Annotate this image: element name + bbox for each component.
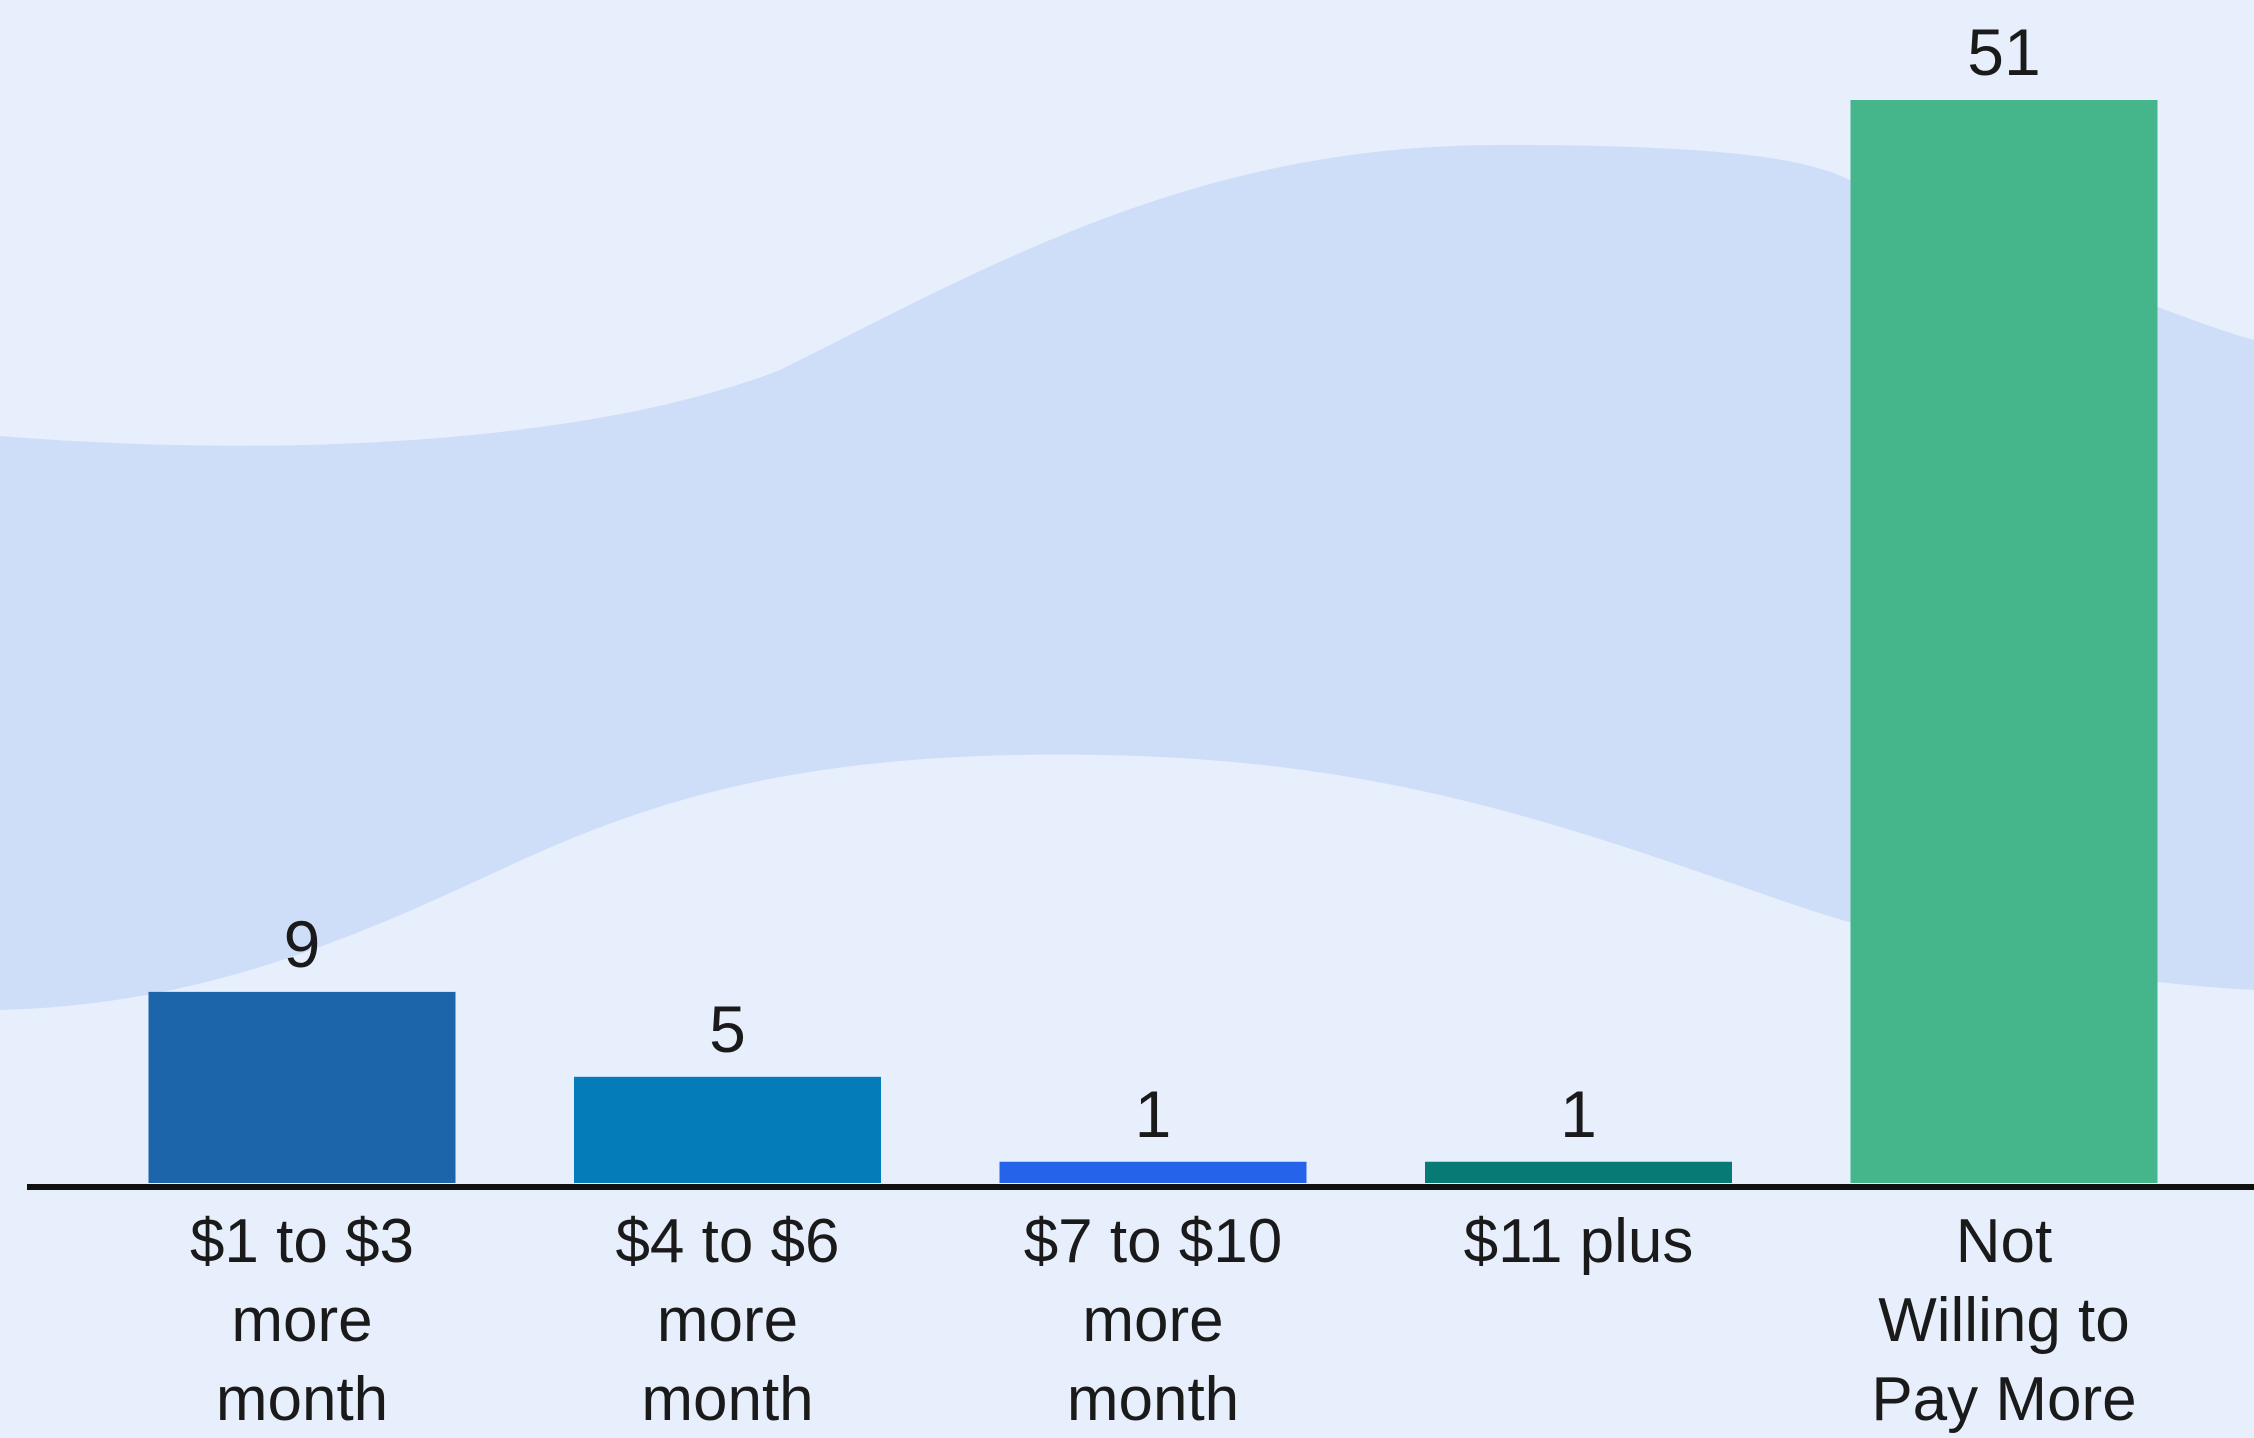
value-label-4: 1 [1560, 1077, 1597, 1151]
x-tick-label-2: $4 to $6 more month [615, 1207, 839, 1434]
x-tick-label-3: $7 to $10 more month [1024, 1207, 1283, 1434]
x-tick-label-3-line-3: month [1067, 1365, 1239, 1434]
value-label-1: 9 [284, 907, 321, 981]
x-tick-label-2-line-1: $4 to $6 [615, 1207, 839, 1276]
value-label-3: 1 [1135, 1077, 1172, 1151]
x-tick-label-4-line-1: $11 plus [1464, 1207, 1694, 1276]
x-tick-label-3-line-2: more [1082, 1286, 1223, 1355]
x-tick-label-4: $11 plus [1464, 1207, 1694, 1276]
x-tick-label-3-line-1: $7 to $10 [1024, 1207, 1283, 1276]
bars-group [148, 100, 2158, 1183]
x-tick-label-1-line-3: month [216, 1365, 388, 1434]
bar-4 [1425, 1161, 1732, 1183]
x-tick-labels-group: $1 to $3 more month$4 to $6 more month$7 to … [190, 1207, 2137, 1434]
bar-1 [148, 991, 456, 1183]
x-tick-label-5: Not Willing to Pay More [1871, 1207, 2136, 1434]
value-label-5: 51 [1967, 15, 2040, 89]
background-wave [0, 145, 2254, 1010]
x-tick-label-2-line-2: more [657, 1286, 798, 1355]
bar-2 [574, 1076, 881, 1183]
x-tick-label-5-line-3: Pay More [1871, 1365, 2136, 1434]
bar-5 [1850, 100, 2158, 1183]
value-labels-group: 951 151 [284, 15, 2041, 1151]
x-tick-label-5-line-1: Not [1956, 1207, 2052, 1276]
bar-3 [999, 1161, 1307, 1183]
x-tick-label-1-line-1: $1 to $3 [190, 1207, 414, 1276]
x-tick-label-1: $1 to $3 more month [190, 1207, 414, 1434]
x-tick-label-2-line-3: month [641, 1365, 813, 1434]
x-tick-label-1-line-2: more [231, 1286, 372, 1355]
x-tick-label-5-line-2: Willing to [1878, 1286, 2130, 1355]
value-label-2: 5 [709, 992, 746, 1066]
